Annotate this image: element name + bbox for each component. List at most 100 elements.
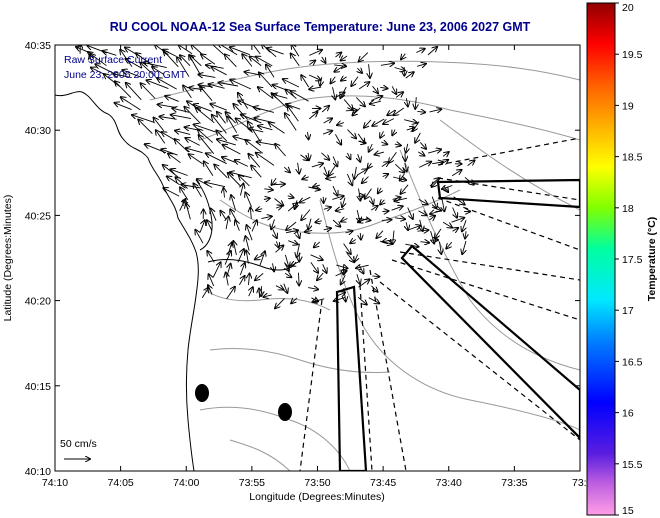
current-vector bbox=[115, 81, 132, 98]
colorbar-tick-label: 18.5 bbox=[622, 152, 643, 164]
current-vector bbox=[368, 297, 380, 304]
current-vector bbox=[273, 263, 275, 271]
current-vector bbox=[335, 53, 342, 58]
current-vector bbox=[323, 118, 333, 123]
x-tick-label: 73:40 bbox=[436, 477, 462, 489]
x-tick-label: 73:45 bbox=[370, 477, 396, 489]
current-vector bbox=[237, 249, 244, 263]
current-vector bbox=[198, 75, 216, 78]
current-vector bbox=[226, 217, 228, 230]
current-vector bbox=[430, 211, 443, 214]
current-vector bbox=[285, 254, 288, 267]
current-vector bbox=[406, 98, 408, 106]
current-vector bbox=[453, 228, 459, 231]
current-vector bbox=[207, 251, 215, 263]
current-vector bbox=[336, 265, 347, 268]
current-vector bbox=[163, 188, 180, 197]
current-vector bbox=[103, 51, 117, 56]
current-vector bbox=[382, 211, 389, 212]
current-vector bbox=[209, 274, 215, 287]
current-vector bbox=[288, 241, 298, 245]
colorbar-tick-label: 20 bbox=[622, 2, 634, 14]
current-vector bbox=[301, 209, 311, 221]
current-vector bbox=[404, 120, 417, 123]
current-vector bbox=[216, 131, 228, 142]
current-vector bbox=[292, 45, 300, 57]
current-vector bbox=[317, 272, 324, 280]
current-vector bbox=[284, 283, 288, 293]
current-vector bbox=[429, 216, 435, 220]
current-vector bbox=[200, 86, 213, 101]
colorbar bbox=[586, 2, 616, 516]
current-vector bbox=[208, 285, 212, 295]
current-vector bbox=[358, 141, 365, 143]
current-vector bbox=[323, 207, 331, 209]
current-vector bbox=[154, 118, 165, 132]
current-vector bbox=[406, 222, 408, 230]
polygon-south bbox=[335, 285, 368, 471]
current-vector bbox=[275, 298, 285, 309]
current-vector bbox=[246, 251, 248, 264]
current-vector bbox=[357, 296, 367, 304]
y-tick-label: 40:35 bbox=[25, 40, 51, 52]
current-vector bbox=[417, 230, 429, 231]
current-vector bbox=[357, 274, 360, 284]
current-vector bbox=[415, 132, 421, 143]
current-vector bbox=[171, 115, 192, 120]
colorbar-tick-label: 19 bbox=[622, 100, 634, 112]
current-vector bbox=[442, 221, 452, 227]
current-vector bbox=[335, 271, 347, 277]
colorbar-tick-label: 15 bbox=[622, 505, 634, 517]
current-vector bbox=[381, 142, 387, 144]
current-vector bbox=[420, 242, 429, 243]
current-vector bbox=[264, 189, 273, 190]
current-vector bbox=[383, 174, 389, 177]
current-vector bbox=[240, 184, 243, 196]
current-vector bbox=[252, 45, 261, 55]
current-vector bbox=[346, 252, 354, 262]
current-vector bbox=[219, 83, 238, 87]
current-vector bbox=[245, 140, 264, 154]
current-vector bbox=[217, 112, 226, 124]
current-vector bbox=[308, 131, 309, 139]
current-vector bbox=[242, 54, 253, 67]
current-vector bbox=[405, 163, 407, 172]
current-vector bbox=[429, 178, 439, 187]
x-axis-label: Longitude (Degrees:Minutes) bbox=[249, 491, 384, 503]
current-vector bbox=[400, 173, 405, 180]
current-vector bbox=[272, 177, 277, 185]
current-vector bbox=[321, 106, 329, 113]
current-vector bbox=[335, 134, 341, 144]
current-vector bbox=[261, 286, 262, 296]
current-vector bbox=[350, 240, 357, 244]
current-vector bbox=[249, 287, 253, 297]
current-vector bbox=[286, 221, 297, 230]
current-vector bbox=[212, 262, 220, 278]
current-vector bbox=[177, 57, 190, 77]
current-vector bbox=[351, 76, 359, 86]
current-vector bbox=[378, 188, 381, 193]
current-vector bbox=[334, 297, 346, 301]
current-vector bbox=[245, 193, 252, 207]
current-vector bbox=[217, 139, 236, 146]
current-vector bbox=[275, 245, 284, 253]
current-vector bbox=[257, 142, 276, 145]
current-vector bbox=[381, 220, 392, 221]
current-vector bbox=[210, 104, 228, 111]
current-vector bbox=[315, 221, 322, 223]
current-vector bbox=[267, 48, 284, 55]
current-vector bbox=[180, 187, 189, 201]
current-vector bbox=[285, 113, 297, 131]
current-vector bbox=[355, 254, 358, 262]
y-axis-label: Latitude (Degrees:Minutes) bbox=[2, 195, 14, 322]
current-vector bbox=[201, 54, 216, 65]
current-vector bbox=[352, 107, 361, 116]
current-vector bbox=[333, 87, 336, 99]
y-axis-ticks: 40:10 40:15 40:20 40:25 40:30 40:35 bbox=[25, 40, 580, 478]
polygon-southeast bbox=[400, 244, 580, 440]
current-vector bbox=[442, 186, 453, 190]
x-axis-ticks: 74:10 74:05 74:00 73:55 73:50 73:45 73:40 73:35… bbox=[42, 45, 598, 489]
current-vector bbox=[299, 272, 300, 286]
current-vector bbox=[308, 74, 321, 80]
current-vector bbox=[429, 109, 442, 112]
